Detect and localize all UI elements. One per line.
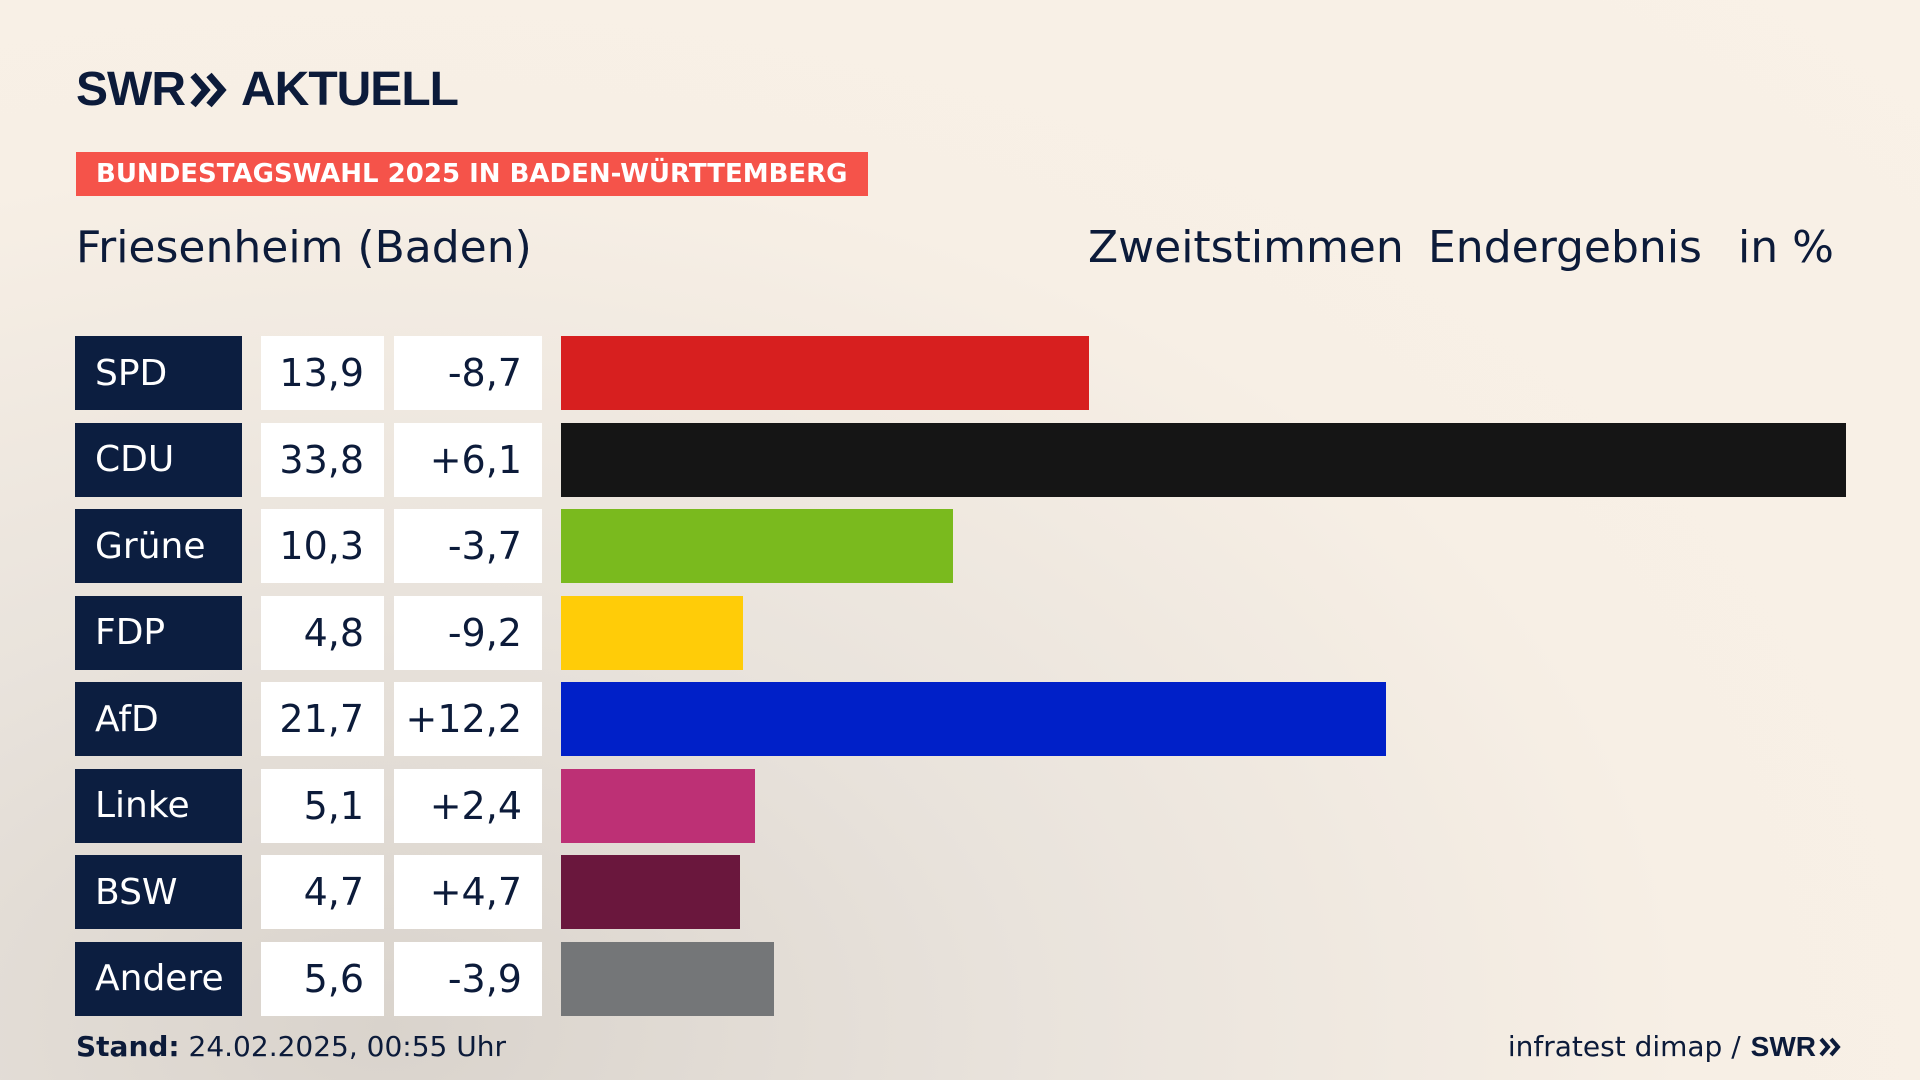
- vote-share-bar: [561, 595, 744, 670]
- double-chevron-icon: [190, 72, 227, 108]
- vote-change-value: -3,7: [394, 509, 542, 583]
- vote-change-value: +6,1: [394, 422, 542, 497]
- logo-swr-text: SWR: [76, 63, 186, 116]
- source-credit: infratest dimap / SWR: [1508, 1030, 1844, 1063]
- stand-value: 24.02.2025, 00:55 Uhr: [188, 1030, 506, 1063]
- unit-label: in %: [1738, 222, 1834, 273]
- vote-share-value: 33,8: [261, 422, 384, 497]
- vote-share-bar: [561, 336, 1090, 410]
- banner-text: BUNDESTAGSWAHL 2025 IN BADEN-WÜRTTEMBERG: [96, 159, 848, 189]
- small-logo-text: SWR: [1750, 1030, 1816, 1062]
- vote-change-value: +4,7: [394, 855, 542, 929]
- party-label: Andere: [75, 941, 242, 1016]
- party-label: BSW: [75, 855, 242, 929]
- stand-label: Stand:: [76, 1030, 180, 1063]
- party-label: Grüne: [75, 509, 242, 583]
- vote-share-bar: [561, 855, 740, 929]
- vote-change-value: +12,2: [394, 682, 542, 756]
- small-double-chevron-icon: [1819, 1037, 1841, 1056]
- vote-share-value: 5,6: [261, 941, 384, 1016]
- timestamp: Stand: 24.02.2025, 00:55 Uhr: [76, 1030, 506, 1063]
- vote-share-bar: [561, 768, 755, 843]
- party-label: CDU: [75, 422, 242, 497]
- location-title: Friesenheim (Baden): [76, 222, 532, 273]
- vote-share-value: 4,7: [261, 855, 384, 929]
- result-status-label: Endergebnis: [1428, 222, 1702, 273]
- vote-share-value: 5,1: [261, 768, 384, 843]
- party-label: SPD: [75, 336, 242, 410]
- vote-share-bar: [561, 682, 1386, 756]
- vote-share-value: 10,3: [261, 509, 384, 583]
- vote-change-value: -8,7: [394, 336, 542, 410]
- vote-share-value: 21,7: [261, 682, 384, 756]
- election-banner: BUNDESTAGSWAHL 2025 IN BADEN-WÜRTTEMBERG: [76, 152, 868, 196]
- vote-share-bar: [561, 941, 774, 1016]
- vote-share-value: 13,9: [261, 336, 384, 410]
- vote-change-value: -9,2: [394, 595, 542, 670]
- vote-share-bar: [561, 422, 1846, 497]
- source-text: infratest dimap /: [1507, 1030, 1741, 1063]
- swr-small-logo: SWR: [1751, 1031, 1844, 1063]
- chart-header: Friesenheim (Baden) Zweitstimmen Enderge…: [0, 222, 1920, 278]
- party-label: AfD: [75, 682, 242, 756]
- vote-change-value: +2,4: [394, 768, 542, 843]
- party-label: Linke: [75, 768, 242, 843]
- vote-type-label: Zweitstimmen: [1088, 222, 1404, 273]
- swr-aktuell-logo: SWR AKTUELL: [76, 63, 459, 116]
- vote-share-bar: [561, 509, 953, 583]
- vote-change-value: -3,9: [394, 941, 542, 1016]
- party-label: FDP: [75, 595, 242, 670]
- vote-share-value: 4,8: [261, 595, 384, 670]
- logo-aktuell-text: AKTUELL: [240, 63, 459, 116]
